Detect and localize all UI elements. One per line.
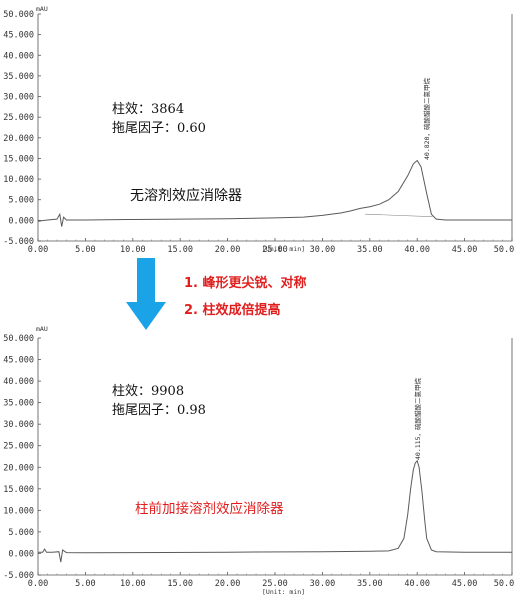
y-tick-labels: 50.000 45.000 40.000 35.000 30.000 25.000 20.0… — [3, 10, 34, 247]
x-tick-label: 50.0 — [494, 245, 514, 255]
x-tick-label: 45.00 — [452, 579, 478, 589]
y-tick-label: 20.000 — [3, 463, 34, 473]
x-tick-label: 20.00 — [215, 579, 241, 589]
y-tick-label: 30.000 — [3, 420, 34, 430]
info-plate-count: 柱效：9908 — [112, 384, 184, 399]
annotation-no-eliminator: 无溶剂效应消除器 — [130, 187, 242, 204]
x-tick-label: 50.0 — [494, 579, 514, 589]
tick-marks — [37, 13, 513, 242]
y-tick-label: 10.000 — [3, 175, 34, 185]
y-tick-label: 10.000 — [3, 506, 34, 516]
y-tick-label: 40.000 — [3, 51, 34, 61]
x-tick-label: 5.00 — [75, 245, 95, 255]
y-tick-label: -5.000 — [3, 571, 34, 581]
y-tick-label: 20.000 — [3, 134, 34, 144]
y-tick-label: 5.000 — [8, 196, 34, 206]
y-tick-label: 5.000 — [8, 528, 34, 538]
x-tick-label: 0.00 — [28, 579, 48, 589]
chart-after: mAU 50.00045.00040.00035.00030.00025.000… — [3, 325, 514, 596]
x-tick-label: 25.00 — [262, 245, 288, 255]
y-tick-label: 25.000 — [3, 113, 34, 123]
y-unit-label: mAU — [36, 5, 48, 13]
x-tick-label: 20.00 — [215, 245, 241, 255]
down-arrow — [126, 258, 166, 330]
x-tick-label: 45.00 — [452, 245, 478, 255]
x-tick-label: 0.00 — [28, 245, 48, 255]
x-tick-label: 10.00 — [120, 245, 146, 255]
y-tick-label: 45.000 — [3, 356, 34, 366]
info-tailing-factor: 拖尾因子：0.98 — [112, 403, 206, 418]
y-tick-label: 0.000 — [8, 549, 34, 559]
y-tick-label: 25.000 — [3, 442, 34, 452]
tick-marks — [37, 337, 513, 576]
x-tick-label: 30.00 — [310, 245, 336, 255]
info-tailing-factor: 拖尾因子：0.60 — [112, 121, 206, 136]
x-tick-label: 35.00 — [357, 245, 383, 255]
plot-frame — [37, 14, 513, 242]
x-tick-label: 10.00 — [120, 579, 146, 589]
peak-label: 40.820，硫酸醋酸二氯甲烷 — [422, 78, 431, 160]
y-tick-label: 15.000 — [3, 154, 34, 164]
peak-label: 40.115，硫酸醋酸二氯甲烷 — [413, 378, 422, 460]
x-tick-labels: 0.00 5.00 10.00 15.00 20.00 25.00 30.00 35.00 40… — [28, 579, 514, 589]
x-tick-labels: 0.00 5.00 10.00 15.00 20.00 25.00 30.00 35.00 40… — [28, 245, 514, 255]
trace-line — [37, 159, 512, 227]
note-efficiency-doubled: 2. 柱效成倍提高 — [184, 302, 281, 318]
y-tick-labels: 50.000 45.000 40.000 35.000 30.000 25.000 20.0… — [3, 334, 34, 581]
x-unit-label: [Unit: min] — [262, 245, 305, 253]
info-plate-count: 柱效：3864 — [112, 102, 184, 117]
y-tick-label: 35.000 — [3, 72, 34, 82]
x-tick-label: 5.00 — [75, 579, 95, 589]
y-tick-label: 45.000 — [3, 31, 34, 41]
x-tick-label: 15.00 — [167, 245, 193, 255]
y-tick-label: -5.000 — [3, 237, 34, 247]
x-tick-label: 25.00 — [262, 579, 288, 589]
y-tick-label: 35.000 — [3, 399, 34, 409]
y-tick-label: 50.000 — [3, 10, 34, 20]
x-unit-label: [Unit: min] — [262, 588, 305, 596]
x-tick-label: 35.00 — [357, 579, 383, 589]
x-tick-label: 40.00 — [404, 245, 430, 255]
plot-frame — [37, 338, 513, 576]
integration-baseline — [365, 213, 433, 217]
annotation-with-eliminator: 柱前加接溶剂效应消除器 — [135, 500, 284, 517]
y-tick-label: 50.000 — [3, 334, 34, 344]
x-tick-label: 40.00 — [404, 579, 430, 589]
y-tick-label: 30.000 — [3, 93, 34, 103]
y-unit-label: mAU — [36, 325, 48, 333]
trace-line — [38, 459, 512, 563]
y-tick-label: 40.000 — [3, 377, 34, 387]
chart-before: mAU 50.00045.00040.00035.00030.00025.000… — [3, 5, 514, 255]
x-tick-label: 15.00 — [167, 579, 193, 589]
x-tick-label: 30.00 — [310, 579, 336, 589]
note-sharper-peak: 1. 峰形更尖锐、对称 — [184, 275, 307, 291]
y-tick-label: 0.000 — [8, 216, 34, 226]
y-tick-label: 15.000 — [3, 485, 34, 495]
